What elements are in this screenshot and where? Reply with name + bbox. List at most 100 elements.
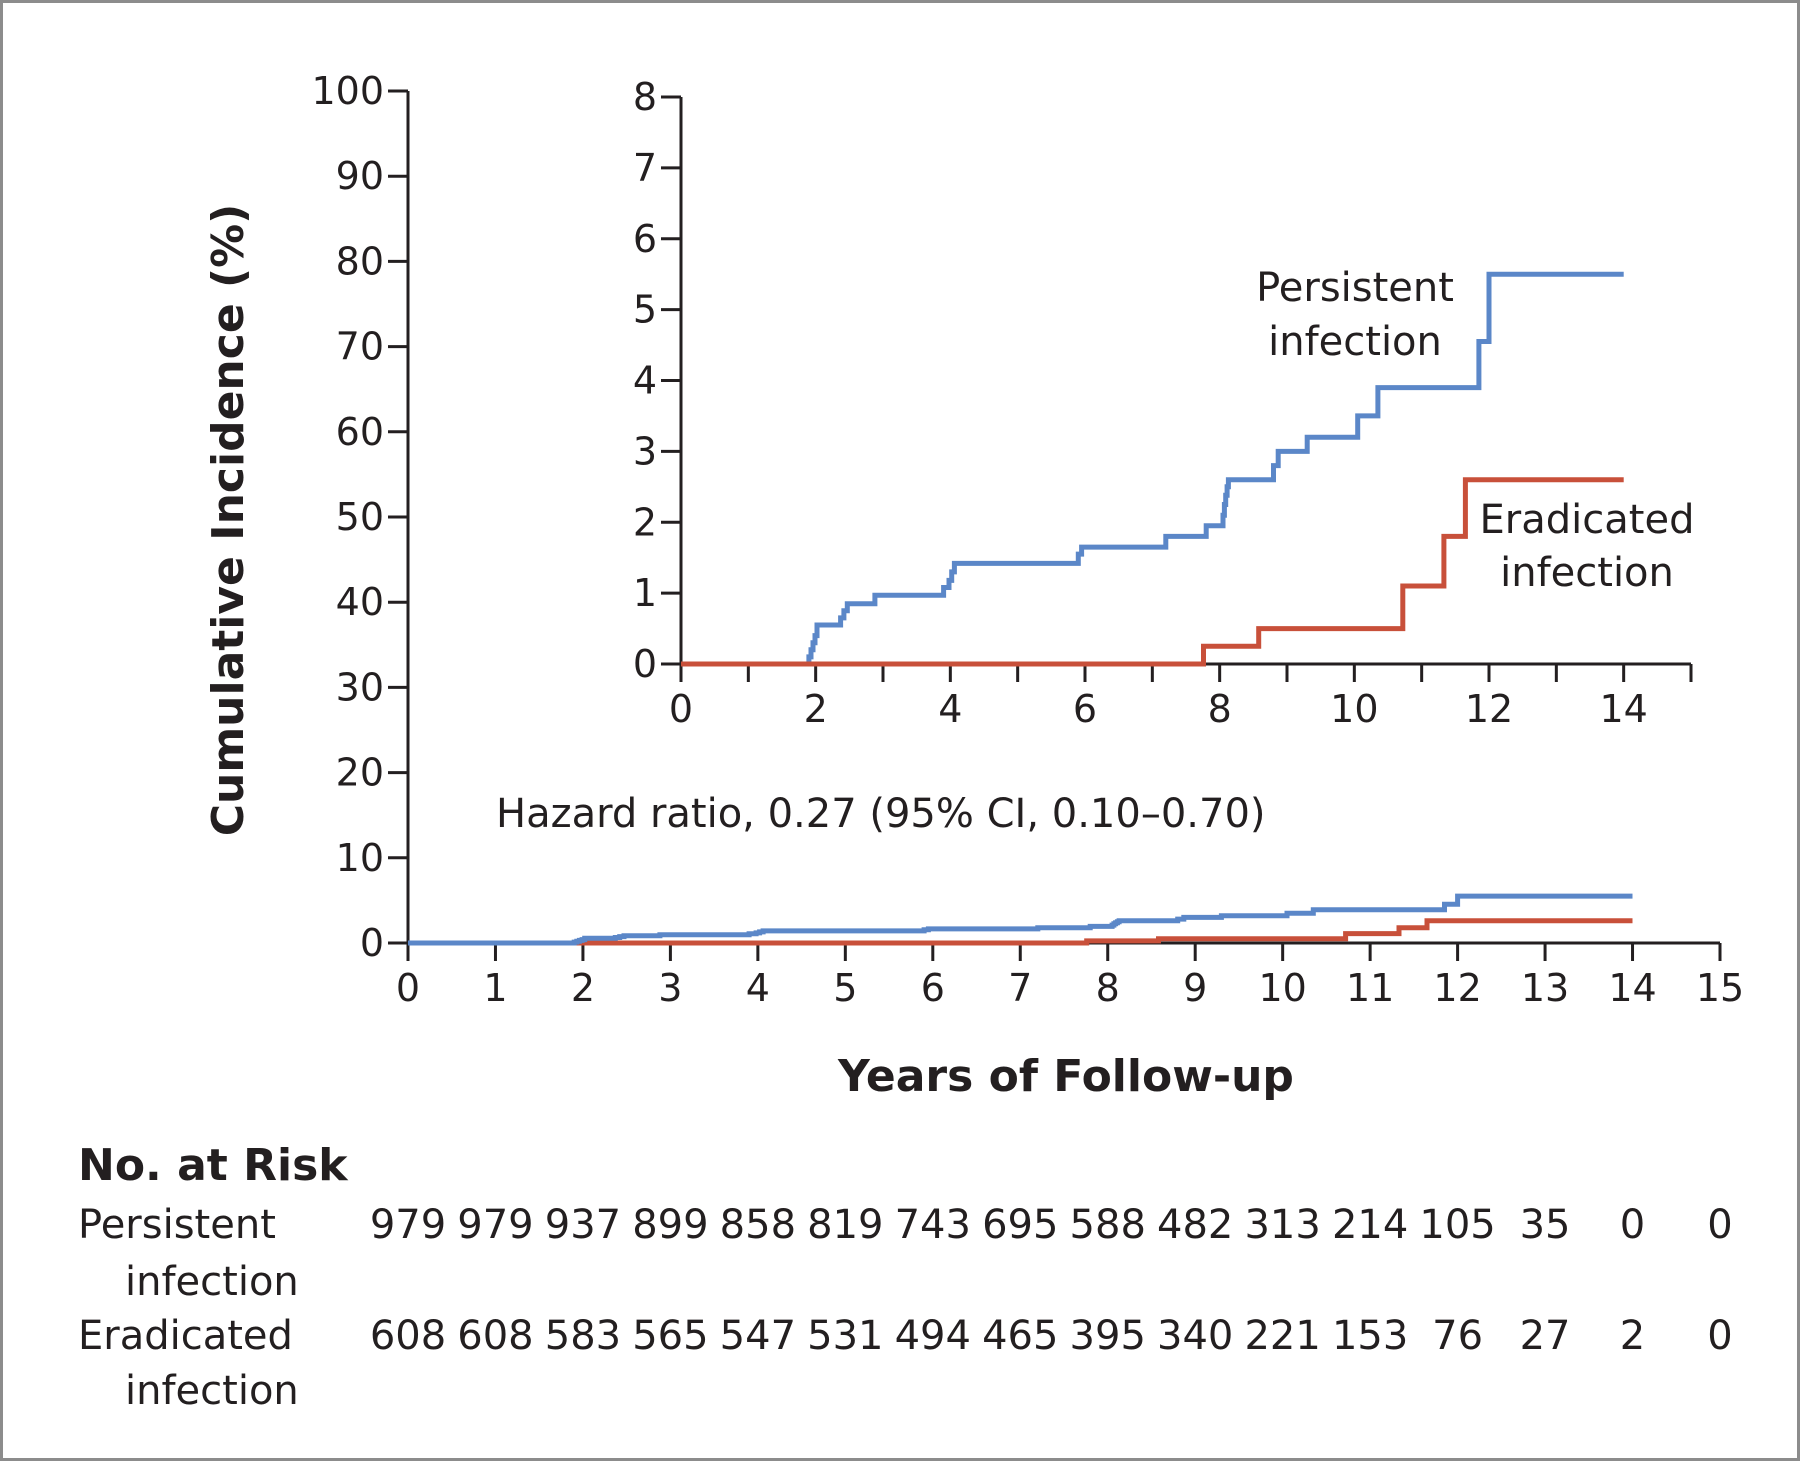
- inset-y-tick-label: 5: [633, 288, 657, 332]
- risk-value-cell: 819: [807, 1202, 883, 1248]
- risk-table-title: No. at Risk: [78, 1140, 349, 1191]
- risk-value-cell: 340: [1157, 1313, 1233, 1359]
- main-x-tick-label: 0: [396, 966, 420, 1010]
- risk-value-cell: 465: [982, 1313, 1058, 1359]
- persistent-series-label-line1: Persistent: [1256, 265, 1454, 311]
- risk-value-cell: 695: [982, 1202, 1058, 1248]
- persistent-series-label-line2: infection: [1268, 319, 1442, 365]
- main-x-tick-label: 2: [571, 966, 595, 1010]
- risk-value-cell: 395: [1070, 1313, 1146, 1359]
- inset-x-tick-label: 8: [1208, 687, 1232, 731]
- risk-value-cell: 221: [1244, 1313, 1320, 1359]
- inset-y-tick-label: 4: [633, 359, 657, 403]
- inset-x-tick-label: 14: [1599, 687, 1647, 731]
- risk-value-cell: 565: [632, 1313, 708, 1359]
- risk-value-cell: 588: [1070, 1202, 1146, 1248]
- risk-value-cell: 743: [895, 1202, 971, 1248]
- inset-x-tick-label: 2: [804, 687, 828, 731]
- risk-value-cell: 608: [370, 1313, 446, 1359]
- risk-value-cell: 35: [1520, 1202, 1571, 1248]
- main-x-tick-label: 8: [1096, 966, 1120, 1010]
- main-x-tick-label: 10: [1258, 966, 1306, 1010]
- inset-persistent-series-line: [681, 271, 1624, 667]
- risk-value-cell: 105: [1419, 1202, 1495, 1248]
- risk-value-cell: 937: [545, 1202, 621, 1248]
- main-x-tick-label: 5: [833, 966, 857, 1010]
- risk-value-cell: 27: [1520, 1313, 1571, 1359]
- x-axis-title: Years of Follow-up: [837, 1051, 1294, 1102]
- main-x-tick-label: 3: [658, 966, 682, 1010]
- main-y-tick-label: 0: [360, 921, 384, 965]
- eradicated-series-label-line1: Eradicated: [1480, 497, 1695, 543]
- risk-row-eradicated-label-line1: Eradicated: [78, 1313, 293, 1359]
- risk-value-cell: 979: [457, 1202, 533, 1248]
- main-persistent-series-line: [408, 893, 1633, 946]
- main-y-tick-label: 10: [336, 836, 384, 880]
- main-y-tick-label: 20: [336, 751, 384, 795]
- main-x-tick-label: 1: [483, 966, 507, 1010]
- inset-x-tick-label: 12: [1465, 687, 1513, 731]
- risk-value-cell: 858: [720, 1202, 796, 1248]
- main-x-tick-label: 11: [1346, 966, 1394, 1010]
- main-x-tick-label: 12: [1433, 966, 1481, 1010]
- inset-x-tick-label: 10: [1330, 687, 1378, 731]
- risk-value-cell: 979: [370, 1202, 446, 1248]
- risk-value-cell: 899: [632, 1202, 708, 1248]
- risk-value-cell: 0: [1707, 1202, 1732, 1248]
- main-eradicated-series-line: [408, 918, 1633, 946]
- main-x-tick-label: 15: [1696, 966, 1744, 1010]
- inset-x-tick-label: 6: [1073, 687, 1097, 731]
- main-y-tick-label: 30: [336, 665, 384, 709]
- risk-value-cell: 547: [720, 1313, 796, 1359]
- main-x-tick-label: 14: [1608, 966, 1656, 1010]
- inset-y-tick-label: 7: [633, 146, 657, 190]
- inset-y-tick-label: 8: [633, 75, 657, 119]
- main-y-tick-label: 100: [311, 69, 384, 113]
- risk-value-cell: 214: [1332, 1202, 1408, 1248]
- inset-series-lines: [681, 271, 1624, 667]
- inset-y-tick-label: 1: [633, 571, 657, 615]
- main-y-tick-label: 70: [336, 325, 384, 369]
- hazard-ratio-annotation: Hazard ratio, 0.27 (95% CI, 0.10–0.70): [496, 791, 1266, 837]
- risk-value-cell: 76: [1432, 1313, 1483, 1359]
- risk-value-cell: 583: [545, 1313, 621, 1359]
- risk-value-cell: 153: [1332, 1313, 1408, 1359]
- risk-value-cell: 0: [1707, 1313, 1732, 1359]
- risk-value-cell: 608: [457, 1313, 533, 1359]
- main-y-tick-label: 90: [336, 154, 384, 198]
- risk-row-persistent-label-line2: infection: [125, 1259, 299, 1305]
- risk-row-eradicated-label-line2: infection: [125, 1368, 299, 1414]
- risk-row-persistent-label-line1: Persistent: [78, 1202, 276, 1248]
- risk-value-cell: 313: [1244, 1202, 1320, 1248]
- risk-value-cell: 2: [1620, 1313, 1645, 1359]
- risk-value-cell: 482: [1157, 1202, 1233, 1248]
- main-y-tick-label: 50: [336, 495, 384, 539]
- y-axis-title: Cumulative Incidence (%): [203, 204, 254, 837]
- main-x-tick-label: 7: [1008, 966, 1032, 1010]
- main-x-tick-label: 13: [1521, 966, 1569, 1010]
- risk-values: 979 979 937 899 858 819 743 695 588 482 313 214 105 3…: [370, 1202, 1733, 1359]
- risk-value-cell: 531: [807, 1313, 883, 1359]
- main-x-tick-label: 4: [746, 966, 770, 1010]
- inset-y-tick-label: 6: [633, 217, 657, 261]
- risk-value-cell: 494: [895, 1313, 971, 1359]
- eradicated-series-label-line2: infection: [1500, 550, 1674, 596]
- main-y-tick-label: 60: [336, 410, 384, 454]
- risk-value-cell: 0: [1620, 1202, 1645, 1248]
- inset-x-tick-label: 0: [669, 687, 693, 731]
- inset-y-tick-label: 0: [633, 642, 657, 686]
- inset-eradicated-series-line: [681, 477, 1624, 667]
- risk-table: No. at Risk Persistent infection Eradica…: [78, 1140, 1733, 1414]
- main-y-tick-label: 40: [336, 580, 384, 624]
- main-x-tick-label: 9: [1183, 966, 1207, 1010]
- main-x-tick-label: 6: [921, 966, 945, 1010]
- inset-x-tick-label: 4: [938, 687, 962, 731]
- main-y-tick-label: 80: [336, 239, 384, 283]
- inset-y-tick-label: 2: [633, 500, 657, 544]
